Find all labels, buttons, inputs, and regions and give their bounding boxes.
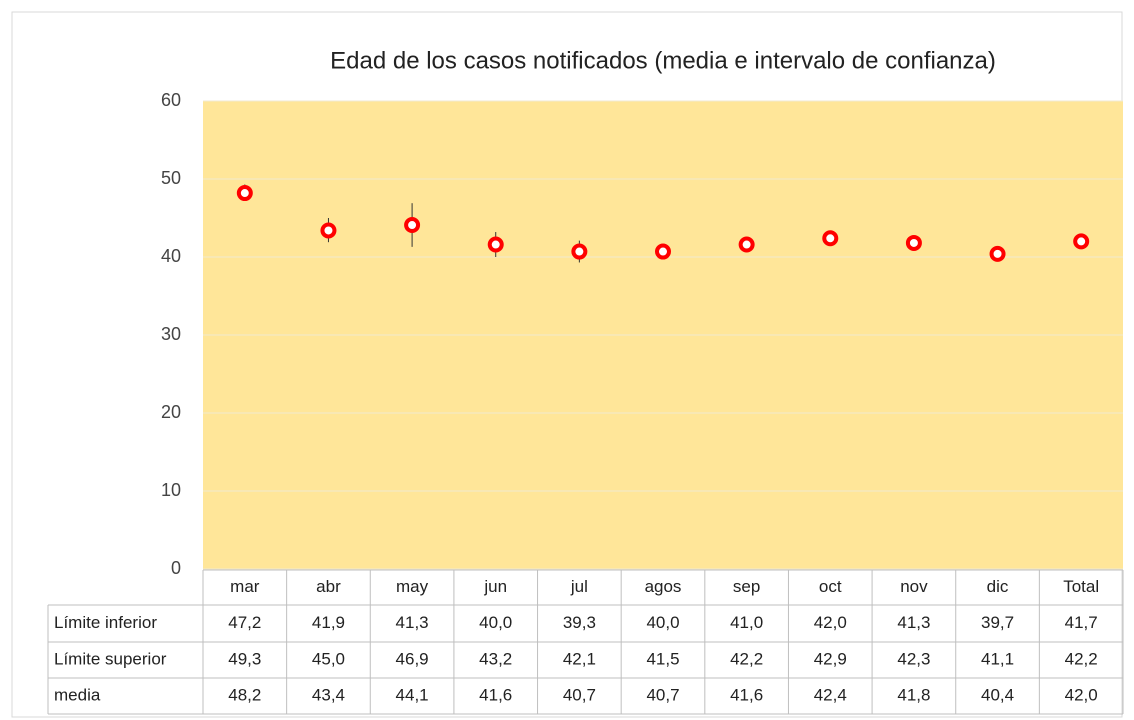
table-cell: 41,8: [897, 685, 930, 704]
mean-point: [738, 236, 755, 253]
table-cell: 40,0: [646, 613, 679, 632]
table-cell: 42,3: [897, 649, 930, 668]
table-cell: 44,1: [396, 685, 429, 704]
mean-point: [905, 234, 922, 251]
y-tick-label: 20: [161, 402, 181, 422]
table-cell: 40,7: [646, 685, 679, 704]
table-cell: 39,7: [981, 613, 1014, 632]
table-cell: 42,4: [814, 685, 847, 704]
table-cell: 41,3: [897, 613, 930, 632]
table-cell: 48,2: [228, 685, 261, 704]
y-tick-label: 50: [161, 168, 181, 188]
table-cell: 42,0: [1065, 685, 1098, 704]
y-tick-label: 0: [171, 558, 181, 578]
x-tick-label: jul: [570, 577, 588, 596]
table-cell: 49,3: [228, 649, 261, 668]
table-cell: 43,4: [312, 685, 345, 704]
x-tick-label: mar: [230, 577, 260, 596]
mean-point: [487, 236, 504, 253]
table-cell: 41,7: [1065, 613, 1098, 632]
y-tick-label: 10: [161, 480, 181, 500]
table-cell: 41,3: [396, 613, 429, 632]
table-cell: 41,0: [730, 613, 763, 632]
table-cell: 45,0: [312, 649, 345, 668]
x-tick-label: oct: [819, 577, 842, 596]
x-tick-label: Total: [1063, 577, 1099, 596]
table-cell: 42,0: [814, 613, 847, 632]
y-tick-label: 40: [161, 246, 181, 266]
table-cell: 47,2: [228, 613, 261, 632]
mean-point: [571, 243, 588, 260]
mean-point: [655, 243, 671, 260]
x-tick-label: nov: [900, 577, 928, 596]
table-cell: 46,9: [396, 649, 429, 668]
x-tick-label: abr: [316, 577, 341, 596]
table-cell: 39,3: [563, 613, 596, 632]
table-cell: 41,1: [981, 649, 1014, 668]
table-cell: 42,9: [814, 649, 847, 668]
chart-title: Edad de los casos notificados (media e i…: [330, 47, 996, 74]
mean-point: [989, 245, 1006, 262]
row-label: Límite inferior: [54, 613, 157, 632]
x-tick-label: agos: [645, 577, 682, 596]
x-tick-label: may: [396, 577, 429, 596]
row-label: media: [54, 685, 101, 704]
mean-point: [236, 185, 253, 202]
table-cell: 42,1: [563, 649, 596, 668]
table-cell: 40,7: [563, 685, 596, 704]
y-tick-label: 30: [161, 324, 181, 344]
mean-point: [822, 230, 839, 247]
row-label: Límite superior: [54, 649, 167, 668]
table-cell: 40,4: [981, 685, 1014, 704]
x-tick-label: dic: [987, 577, 1009, 596]
y-tick-label: 60: [161, 90, 181, 110]
mean-point: [1073, 233, 1090, 250]
x-tick-label: sep: [733, 577, 760, 596]
table-cell: 41,9: [312, 613, 345, 632]
table-cell: 42,2: [1065, 649, 1098, 668]
table-cell: 41,6: [479, 685, 512, 704]
table-cell: 42,2: [730, 649, 763, 668]
x-tick-label: jun: [483, 577, 507, 596]
table-cell: 41,5: [646, 649, 679, 668]
mean-point: [404, 217, 421, 234]
table-cell: 43,2: [479, 649, 512, 668]
mean-point: [320, 222, 337, 239]
table-cell: 41,6: [730, 685, 763, 704]
table-cell: 40,0: [479, 613, 512, 632]
